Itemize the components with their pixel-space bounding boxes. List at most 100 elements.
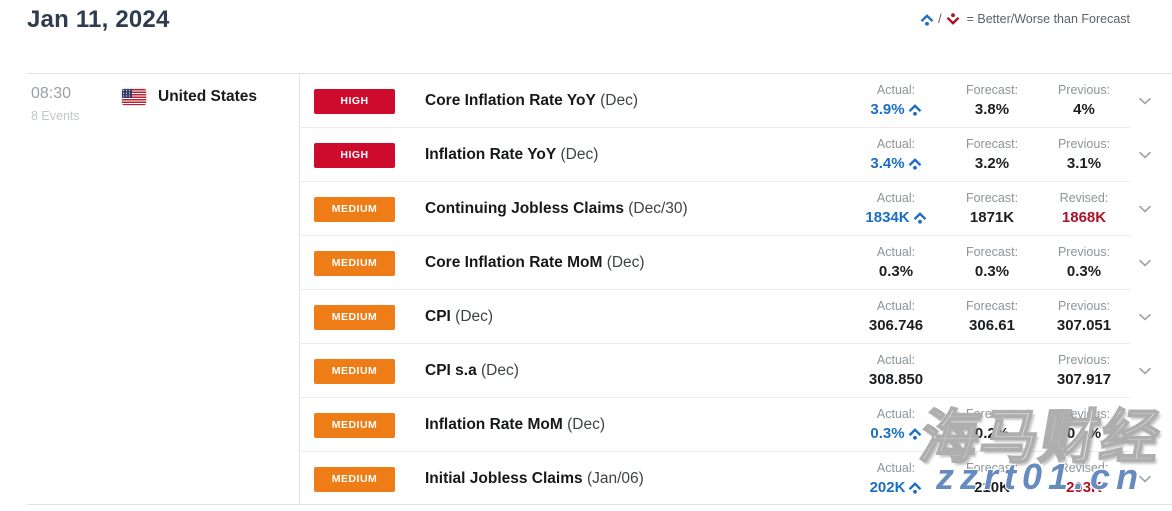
actual-value: 3.9% — [870, 99, 921, 120]
us-flag-icon — [122, 89, 146, 105]
country[interactable]: United States — [122, 88, 257, 106]
event-row[interactable]: MEDIUM Initial Jobless Claims (Jan/06) A… — [300, 452, 1172, 506]
event-values: Actual: 3.4% Forecast: 3.2% Previous: 3.… — [846, 136, 1130, 174]
event-period: (Dec) — [560, 146, 599, 163]
event-row[interactable]: MEDIUM CPI (Dec) Actual: 306.746 Forecas… — [300, 290, 1172, 344]
actual-label: Actual: — [876, 461, 916, 475]
expand-chevron-icon[interactable] — [1138, 97, 1152, 105]
event-values: Actual: 0.3% Forecast: 0.2% Previous: 0.… — [846, 406, 1130, 444]
previous-cell: Previous: 3.1% — [1038, 136, 1130, 174]
forecast-cell: Forecast: 0.3% — [946, 244, 1038, 282]
forecast-cell: Forecast: 1871K — [946, 190, 1038, 228]
forecast-label: Forecast: — [965, 299, 1019, 313]
event-name[interactable]: Core Inflation Rate MoM (Dec) — [425, 254, 645, 271]
better-than-forecast-icon — [908, 104, 921, 116]
actual-label: Actual: — [876, 353, 916, 367]
forecast-label: Forecast: — [965, 245, 1019, 259]
event-name[interactable]: CPI (Dec) — [425, 308, 494, 325]
previous-label: Previous: — [1057, 83, 1111, 97]
event-name[interactable]: Inflation Rate MoM (Dec) — [425, 416, 605, 433]
expand-chevron-icon[interactable] — [1138, 259, 1152, 267]
forecast-value: 0.2% — [974, 425, 1010, 442]
previous-value: 0.3% — [1066, 263, 1102, 280]
event-name[interactable]: Inflation Rate YoY (Dec) — [425, 146, 599, 163]
previous-cell: Previous: 307.051 — [1038, 298, 1130, 336]
event-name[interactable]: CPI s.a (Dec) — [425, 362, 519, 379]
actual-cell: Actual: 308.850 — [846, 352, 946, 390]
actual-label: Actual: — [876, 245, 916, 259]
previous-value: 0.1% — [1066, 425, 1102, 442]
event-row[interactable]: MEDIUM Inflation Rate MoM (Dec) Actual: … — [300, 398, 1172, 452]
expand-chevron-icon[interactable] — [1138, 421, 1152, 429]
event-values: Actual: 3.9% Forecast: 3.8% Previous: 4% — [846, 82, 1130, 120]
actual-label: Actual: — [876, 191, 916, 205]
actual-value: 202K — [870, 477, 923, 498]
actual-cell: Actual: 3.9% — [846, 82, 946, 120]
calendar-table: 08:30 8 Events United States HIGH Core I… — [27, 73, 1172, 505]
event-period: (Dec) — [606, 254, 645, 271]
previous-cell: Previous: 307.917 — [1038, 352, 1130, 390]
previous-value: 4% — [1073, 101, 1095, 118]
actual-value: 308.850 — [868, 371, 924, 388]
previous-cell: Previous: 0.1% — [1038, 406, 1130, 444]
actual-cell: Actual: 1834K — [846, 190, 946, 228]
event-name[interactable]: Initial Jobless Claims (Jan/06) — [425, 470, 644, 487]
time-country-column: 08:30 8 Events United States — [27, 74, 300, 504]
previous-label: Previous: — [1057, 407, 1111, 421]
event-name[interactable]: Core Inflation Rate YoY (Dec) — [425, 92, 639, 109]
actual-value: 0.3% — [870, 423, 921, 444]
actual-label: Actual: — [876, 83, 916, 97]
previous-value: 203K — [1066, 479, 1102, 496]
event-row[interactable]: HIGH Inflation Rate YoY (Dec) Actual: 3.… — [300, 128, 1172, 182]
actual-label: Actual: — [876, 407, 916, 421]
forecast-value: 1871K — [969, 209, 1015, 226]
importance-badge: HIGH — [314, 142, 395, 168]
expand-chevron-icon[interactable] — [1138, 151, 1152, 159]
event-period: (Dec) — [567, 416, 605, 433]
expand-chevron-icon[interactable] — [1138, 313, 1152, 321]
previous-cell: Revised: 203K — [1038, 460, 1130, 498]
previous-value: 1868K — [1061, 209, 1107, 226]
forecast-value: 0.3% — [974, 263, 1010, 280]
previous-value: 307.051 — [1056, 317, 1112, 334]
actual-cell: Actual: 202K — [846, 460, 946, 498]
legend-slash: / — [938, 12, 942, 26]
expand-chevron-icon[interactable] — [1138, 367, 1152, 375]
previous-label: Previous: — [1057, 299, 1111, 313]
legend-text: = Better/Worse than Forecast — [966, 12, 1130, 26]
previous-cell: Previous: 0.3% — [1038, 244, 1130, 282]
worse-than-forecast-icon — [946, 12, 959, 25]
previous-label: Previous: — [1057, 245, 1111, 259]
previous-value: 307.917 — [1056, 371, 1112, 388]
forecast-cell: Forecast: 3.2% — [946, 136, 1038, 174]
forecast-cell: Forecast: 3.8% — [946, 82, 1038, 120]
expand-chevron-icon[interactable] — [1138, 475, 1152, 483]
event-row[interactable]: MEDIUM CPI s.a (Dec) Actual: 308.850 Pre… — [300, 344, 1172, 398]
event-row[interactable]: MEDIUM Continuing Jobless Claims (Dec/30… — [300, 182, 1172, 236]
event-values: Actual: 308.850 Previous: 307.917 — [846, 352, 1130, 390]
actual-value: 3.4% — [870, 153, 921, 174]
event-row[interactable]: MEDIUM Core Inflation Rate MoM (Dec) Act… — [300, 236, 1172, 290]
better-than-forecast-icon — [908, 428, 921, 440]
event-name[interactable]: Continuing Jobless Claims (Dec/30) — [425, 200, 688, 217]
previous-label: Previous: — [1057, 137, 1111, 151]
importance-badge: HIGH — [314, 88, 395, 114]
actual-label: Actual: — [876, 137, 916, 151]
event-rows: HIGH Core Inflation Rate YoY (Dec) Actua… — [300, 74, 1172, 504]
importance-badge: MEDIUM — [314, 466, 395, 492]
previous-value: 3.1% — [1066, 155, 1102, 172]
importance-badge: MEDIUM — [314, 412, 395, 438]
actual-value: 0.3% — [878, 263, 914, 280]
previous-label: Revised: — [1059, 191, 1109, 205]
event-values: Actual: 202K Forecast: 210K Revised: 203… — [846, 460, 1130, 498]
expand-chevron-icon[interactable] — [1138, 205, 1152, 213]
better-than-forecast-icon — [913, 212, 926, 224]
better-than-forecast-icon — [909, 482, 922, 494]
event-row[interactable]: HIGH Core Inflation Rate YoY (Dec) Actua… — [300, 74, 1172, 128]
event-period: (Dec/30) — [628, 200, 688, 217]
better-than-forecast-icon — [908, 158, 921, 170]
event-period: (Dec) — [600, 92, 639, 109]
event-period: (Jan/06) — [586, 470, 644, 487]
actual-cell: Actual: 0.3% — [846, 244, 946, 282]
